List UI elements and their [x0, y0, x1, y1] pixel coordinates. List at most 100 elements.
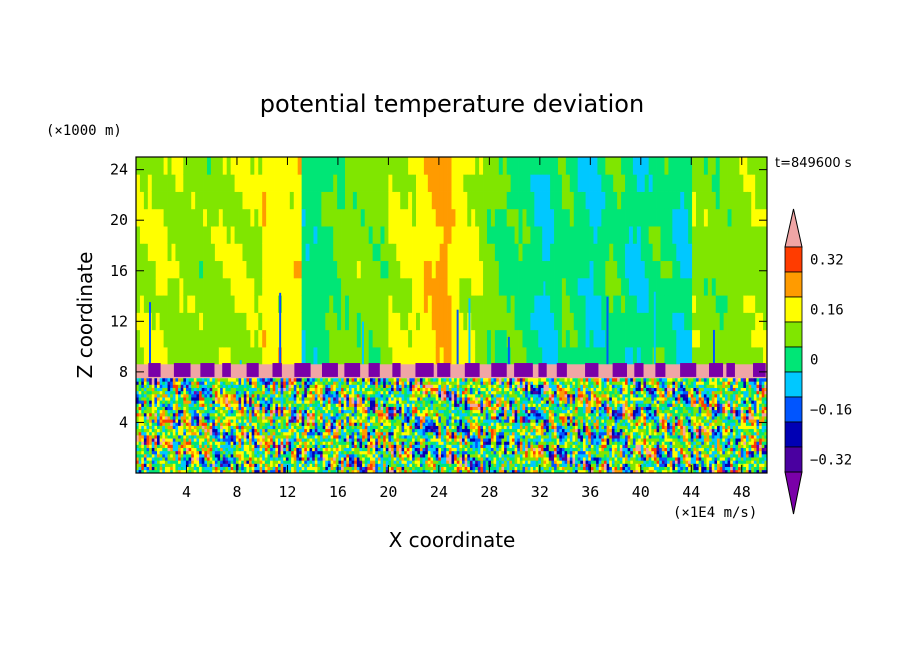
field-cell [154, 447, 158, 452]
field-cell [325, 435, 329, 439]
field-cell [143, 191, 149, 210]
field-cell [191, 409, 195, 414]
field-cell [337, 329, 342, 348]
field-cell [330, 435, 334, 439]
field-cell [136, 191, 141, 210]
field-cell [226, 295, 232, 313]
field-cell [632, 329, 638, 348]
field-cell [222, 466, 226, 471]
field-cell [277, 469, 281, 473]
field-cell [518, 157, 523, 175]
field-cell [388, 174, 393, 192]
field-cell [354, 416, 358, 420]
field-cell [372, 438, 376, 442]
field-cell [275, 412, 279, 417]
field-cell [154, 406, 158, 411]
field-cell [242, 157, 247, 175]
field-cell [246, 400, 250, 404]
field-cell [262, 454, 266, 458]
field-cell [206, 384, 210, 388]
field-cell [628, 260, 634, 279]
field-cell [593, 277, 598, 296]
plot-area [136, 157, 767, 473]
field-cell [259, 466, 263, 471]
field-cell [333, 394, 337, 398]
field-cell [333, 295, 338, 313]
field-cell [291, 390, 295, 395]
field-cell [412, 329, 417, 348]
field-cell [306, 390, 310, 395]
field-cell [191, 243, 196, 262]
band-blob [514, 363, 533, 377]
field-cell [494, 312, 500, 331]
field-cell [530, 226, 535, 244]
field-cell [383, 444, 387, 449]
field-cell [625, 157, 630, 175]
field-cell [601, 191, 606, 210]
field-cell [264, 400, 268, 404]
field-cell [170, 457, 174, 461]
field-cell [170, 419, 174, 423]
field-cell [664, 226, 669, 244]
field-cell [343, 425, 347, 430]
field-cell [376, 174, 381, 192]
field-cell [222, 226, 228, 244]
field-cell [220, 403, 224, 407]
field-cell [325, 431, 329, 436]
field-cell [217, 463, 221, 467]
field-cell [203, 347, 208, 365]
field-cell [392, 295, 397, 313]
field-cell [333, 447, 337, 452]
field-cell [329, 295, 334, 313]
field-cell [151, 157, 157, 175]
field-cell [348, 384, 352, 388]
field-cell [178, 409, 181, 414]
field-cell [225, 403, 229, 407]
field-cell [167, 412, 171, 417]
field-cell [743, 295, 748, 313]
field-cell [314, 416, 318, 420]
field-cell [400, 329, 405, 348]
field-cell [301, 422, 305, 426]
field-cell [391, 409, 394, 414]
field-cell [242, 329, 247, 348]
field-cell [688, 208, 693, 227]
field-cell [212, 466, 216, 471]
field-cell [455, 260, 460, 279]
field-cell [364, 463, 368, 467]
field-cell [354, 381, 358, 385]
field-cell [346, 460, 350, 464]
field-cell [763, 157, 767, 175]
field-cell [167, 425, 171, 430]
field-cell [141, 444, 145, 449]
field-cell [258, 226, 263, 244]
field-cell [676, 260, 681, 279]
field-cell [299, 394, 302, 398]
field-cell [196, 381, 200, 385]
field-cell [359, 444, 363, 449]
field-cell [341, 381, 345, 385]
field-streak [149, 302, 151, 365]
field-cell [262, 277, 267, 296]
field-cell [644, 347, 650, 365]
field-cell [293, 243, 299, 262]
field-cell [204, 444, 208, 449]
field-cell [172, 412, 176, 417]
field-cell [367, 438, 371, 442]
field-cell [335, 450, 339, 455]
field-cell [230, 208, 235, 227]
field-cell [304, 381, 308, 385]
field-cell [546, 277, 551, 296]
field-cell [699, 174, 705, 192]
field-cell [222, 295, 228, 313]
field-cell [201, 400, 205, 404]
field-cell [272, 384, 276, 388]
field-cell [238, 226, 243, 244]
field-cell [230, 444, 234, 449]
field-cell [569, 347, 575, 365]
field-cell [459, 295, 464, 313]
field-cell [238, 428, 242, 433]
field-cell [385, 438, 389, 442]
field-cell [262, 419, 266, 423]
field-cell [699, 191, 705, 210]
